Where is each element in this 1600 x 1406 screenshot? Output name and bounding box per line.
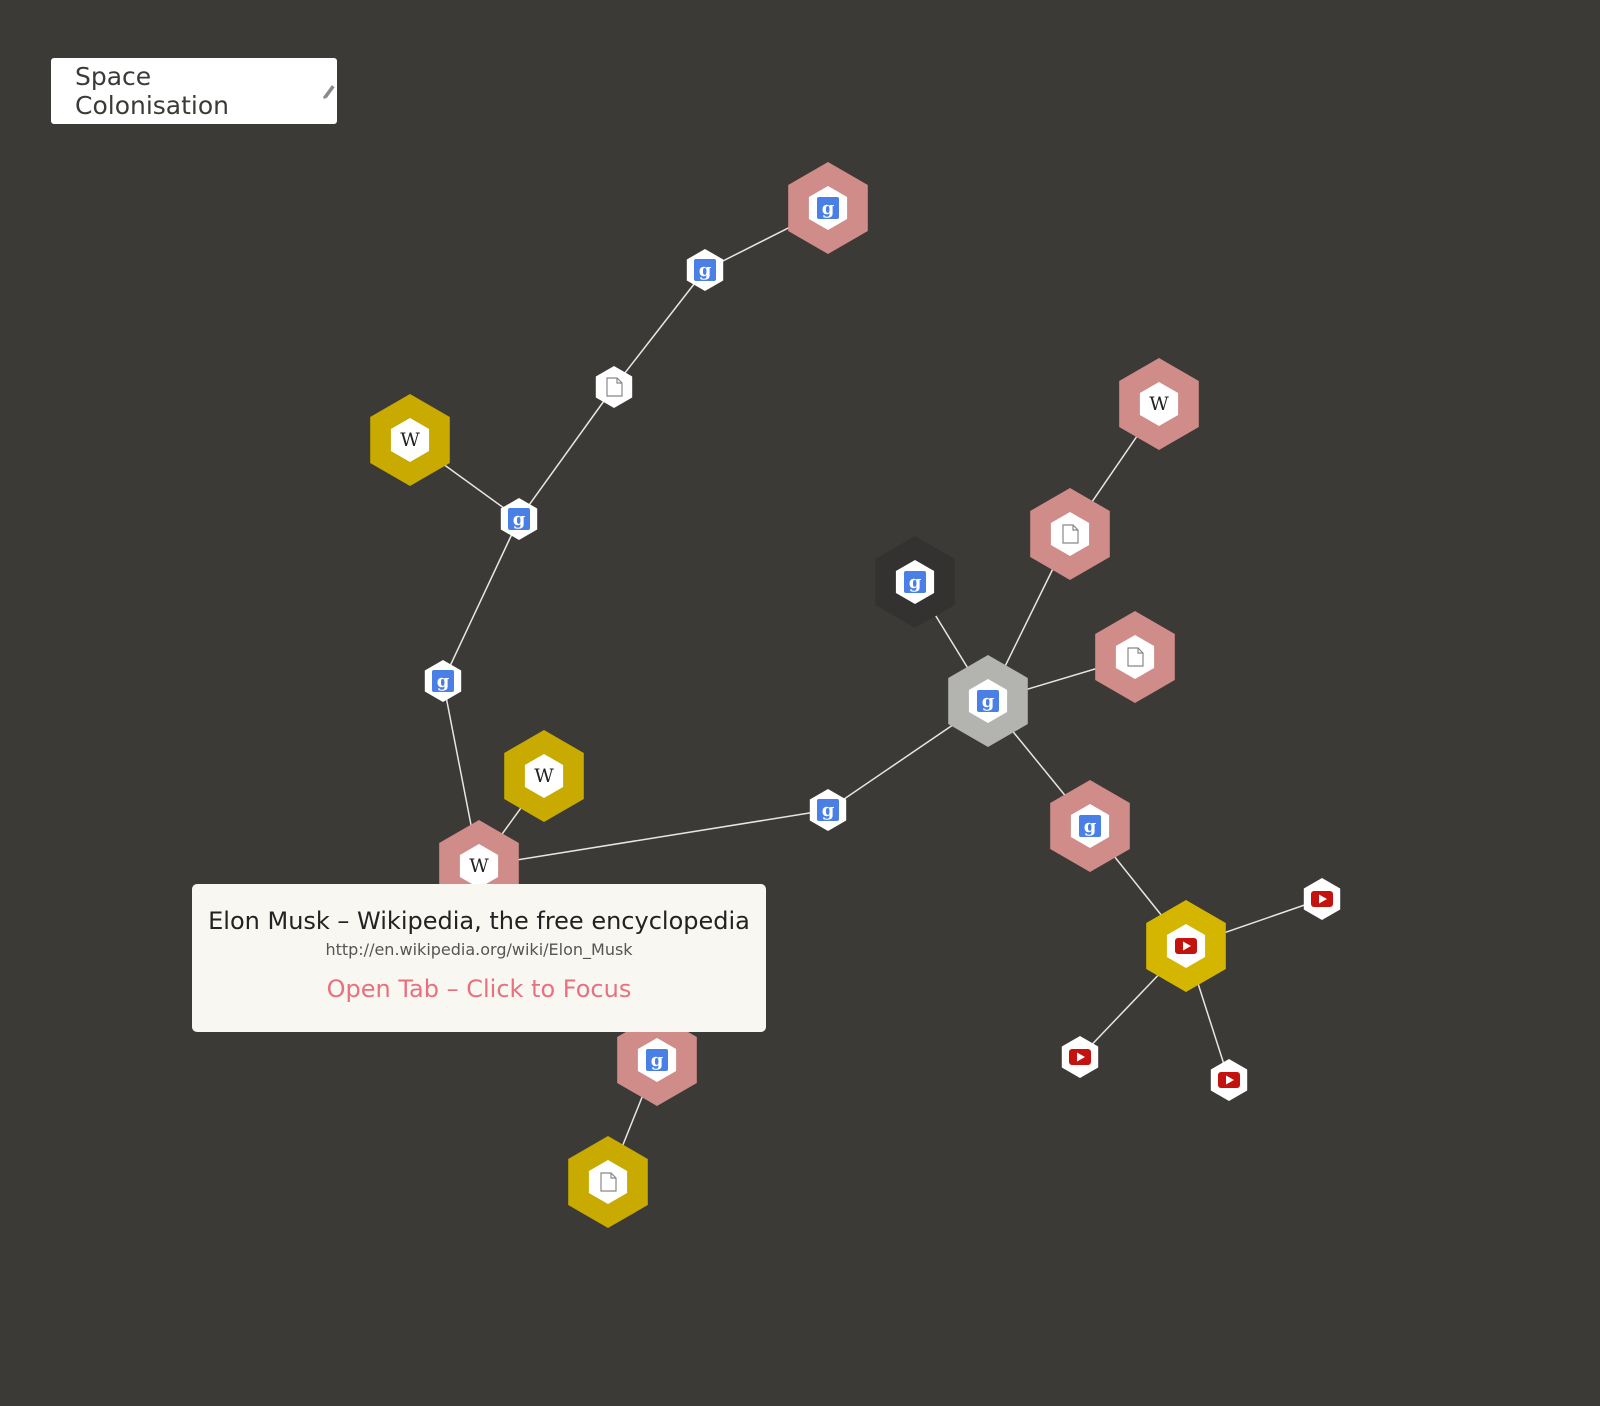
google-icon: g: [817, 799, 839, 821]
svg-text:g: g: [909, 572, 922, 593]
tab-node-google[interactable]: g: [875, 536, 955, 628]
graph-links: [409, 207, 1323, 1183]
google-icon: g: [508, 508, 530, 530]
tab-node-page[interactable]: [1030, 488, 1110, 580]
tooltip-url: http://en.wikipedia.org/wiki/Elon_Musk: [325, 940, 633, 959]
google-icon: g: [646, 1049, 668, 1071]
node-inner-hexagon: [459, 844, 499, 888]
wikipedia-icon: W: [1149, 393, 1169, 415]
node-inner-hexagon: [390, 418, 430, 462]
page-icon: [1127, 647, 1144, 667]
tab-node-page[interactable]: [568, 1136, 648, 1228]
graph-link: [478, 809, 829, 867]
svg-text:g: g: [1084, 816, 1097, 837]
graph-link: [518, 386, 615, 520]
svg-text:g: g: [822, 800, 835, 821]
tab-node-google[interactable]: g: [788, 162, 868, 254]
svg-text:g: g: [651, 1050, 664, 1071]
page-icon: [606, 377, 623, 397]
tooltip-page-title: Elon Musk – Wikipedia, the free encyclop…: [208, 907, 750, 935]
tab-node-youtube[interactable]: [1061, 1036, 1099, 1078]
pencil-icon[interactable]: [321, 82, 337, 100]
tab-node-google[interactable]: g: [948, 655, 1028, 747]
page-icon: [1062, 524, 1079, 544]
tab-node-google[interactable]: g: [686, 249, 724, 291]
tab-node-wikipedia[interactable]: W: [1119, 358, 1199, 450]
google-icon: g: [1079, 815, 1101, 837]
svg-text:W: W: [1149, 393, 1169, 415]
google-icon: g: [432, 670, 454, 692]
tab-node-youtube[interactable]: [1303, 878, 1341, 920]
tab-node-google[interactable]: g: [424, 660, 462, 702]
graph-nodes: g g Wg g W Wg g g Wg g: [370, 162, 1341, 1228]
svg-text:g: g: [982, 691, 995, 712]
google-icon: g: [694, 259, 716, 281]
tab-node-google[interactable]: g: [809, 789, 847, 831]
svg-text:W: W: [534, 765, 554, 787]
node-inner-hexagon: [1139, 382, 1179, 426]
wikipedia-icon: W: [534, 765, 554, 787]
youtube-icon: [1175, 938, 1197, 954]
svg-text:W: W: [469, 855, 489, 877]
tab-node-wikipedia[interactable]: W: [504, 730, 584, 822]
node-inner-hexagon: [524, 754, 564, 798]
svg-text:g: g: [699, 260, 712, 281]
tab-node-google[interactable]: g: [1050, 780, 1130, 872]
youtube-icon: [1311, 891, 1333, 907]
tab-preview-tooltip: Elon Musk – Wikipedia, the free encyclop…: [192, 884, 766, 1032]
tab-node-youtube[interactable]: [1210, 1059, 1248, 1101]
svg-text:g: g: [822, 198, 835, 219]
page-icon: [600, 1172, 617, 1192]
tab-node-youtube[interactable]: [1146, 900, 1226, 992]
google-icon: g: [977, 690, 999, 712]
youtube-icon: [1069, 1049, 1091, 1065]
youtube-icon: [1218, 1072, 1240, 1088]
google-icon: g: [817, 197, 839, 219]
session-title: Space Colonisation: [75, 62, 230, 120]
graph-link: [442, 518, 520, 682]
google-icon: g: [904, 571, 926, 593]
svg-text:g: g: [437, 671, 450, 692]
svg-text:W: W: [400, 429, 420, 451]
tab-node-wikipedia[interactable]: W: [370, 394, 450, 486]
tab-node-page[interactable]: [1095, 611, 1175, 703]
tab-node-google[interactable]: g: [500, 498, 538, 540]
open-tab-focus-link[interactable]: Open Tab – Click to Focus: [326, 975, 632, 1003]
svg-text:g: g: [513, 509, 526, 530]
wikipedia-icon: W: [469, 855, 489, 877]
tab-node-google[interactable]: g: [617, 1014, 697, 1106]
tab-node-page[interactable]: [595, 366, 633, 408]
session-title-box[interactable]: Space Colonisation: [51, 58, 337, 124]
graph-link: [613, 269, 706, 388]
wikipedia-icon: W: [400, 429, 420, 451]
